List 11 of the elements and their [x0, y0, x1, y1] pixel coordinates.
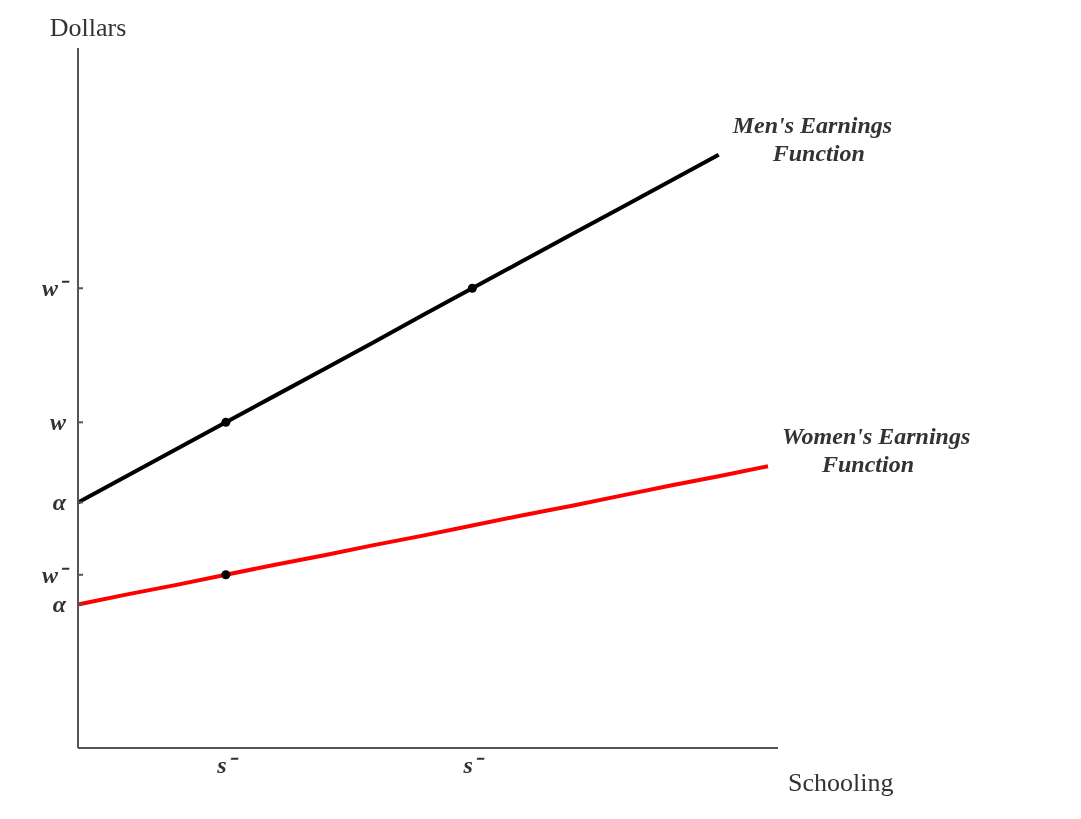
- ref-line-label: α: [52, 489, 67, 516]
- ref-line-label: α: [52, 591, 67, 618]
- ref-line-label: w⁻: [41, 561, 70, 588]
- ref-line-label: w: [49, 409, 67, 436]
- x-axis-title: Schooling: [788, 768, 894, 798]
- series-label: Men's Earnings Function: [731, 111, 893, 166]
- ref-line-label: w⁻: [41, 275, 70, 302]
- x-tick-label: s⁻: [216, 752, 239, 779]
- y-axis-title: Dollars: [49, 13, 127, 42]
- x-tick-label: s⁻: [462, 752, 485, 779]
- series-label: Women's Earnings Function: [782, 423, 971, 478]
